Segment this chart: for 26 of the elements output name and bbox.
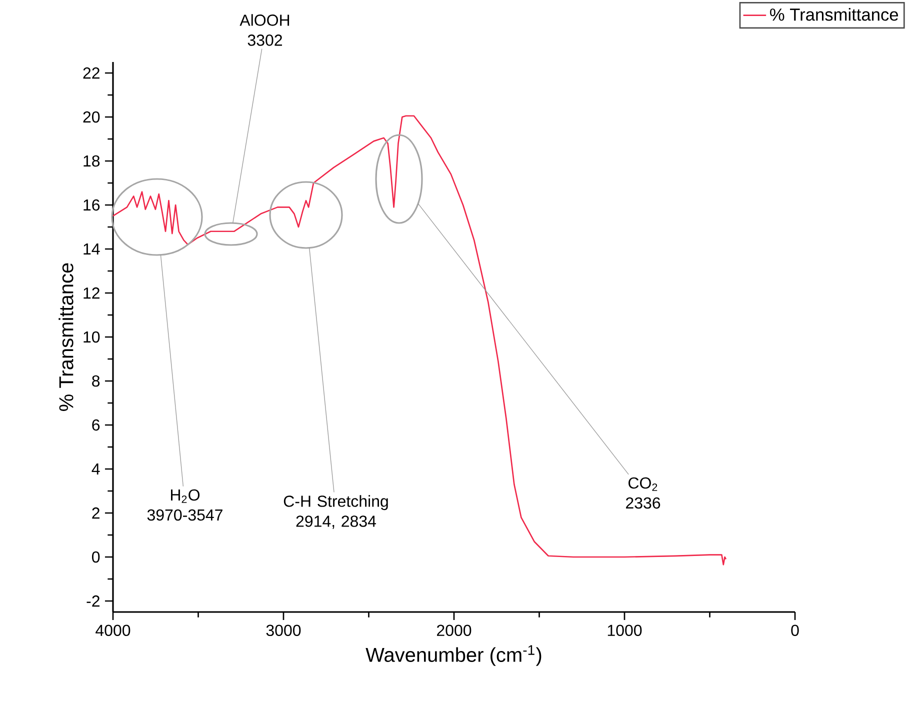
y-tick-label: 18 xyxy=(84,155,100,167)
x-tick-label: 0 xyxy=(791,624,799,636)
x-tick-label: 1000 xyxy=(608,624,642,636)
y-tick-label: 4 xyxy=(92,464,100,474)
y-tick-label: -2 xyxy=(86,595,100,607)
y-tick-label: 16 xyxy=(84,199,100,211)
y-tick-label: 20 xyxy=(83,111,100,123)
y-tick-label: 10 xyxy=(84,331,100,343)
y-tick-label: 22 xyxy=(83,67,100,79)
x-tick-label: 2000 xyxy=(436,624,472,636)
line-series xyxy=(112,115,727,566)
y-tick-label: 2 xyxy=(92,507,100,519)
x-tick-label: 3000 xyxy=(266,624,301,636)
y-tick-label: 8 xyxy=(92,375,100,387)
y-tick-label: 6 xyxy=(92,419,100,431)
y-tick-label: 14 xyxy=(84,244,100,254)
annotation: C-H Stretching 2914, 2834 xyxy=(284,495,388,529)
y-tick-label: 12 xyxy=(84,287,100,299)
y-tick-label: 0 xyxy=(92,551,100,563)
annotation: H$_{2}$O 3970-3547 xyxy=(147,489,222,521)
legend-label: % Transmittance xyxy=(770,8,898,21)
annotation: CO$_{2}$ 2336 xyxy=(626,477,660,509)
text: AlOOH 3302 xyxy=(240,14,290,46)
y-axis-title: % Transmittance xyxy=(58,263,74,411)
x-axis-title: Wavenumber (cm$^{-1}$) xyxy=(366,645,542,666)
x-tick-label: 4000 xyxy=(96,624,130,636)
